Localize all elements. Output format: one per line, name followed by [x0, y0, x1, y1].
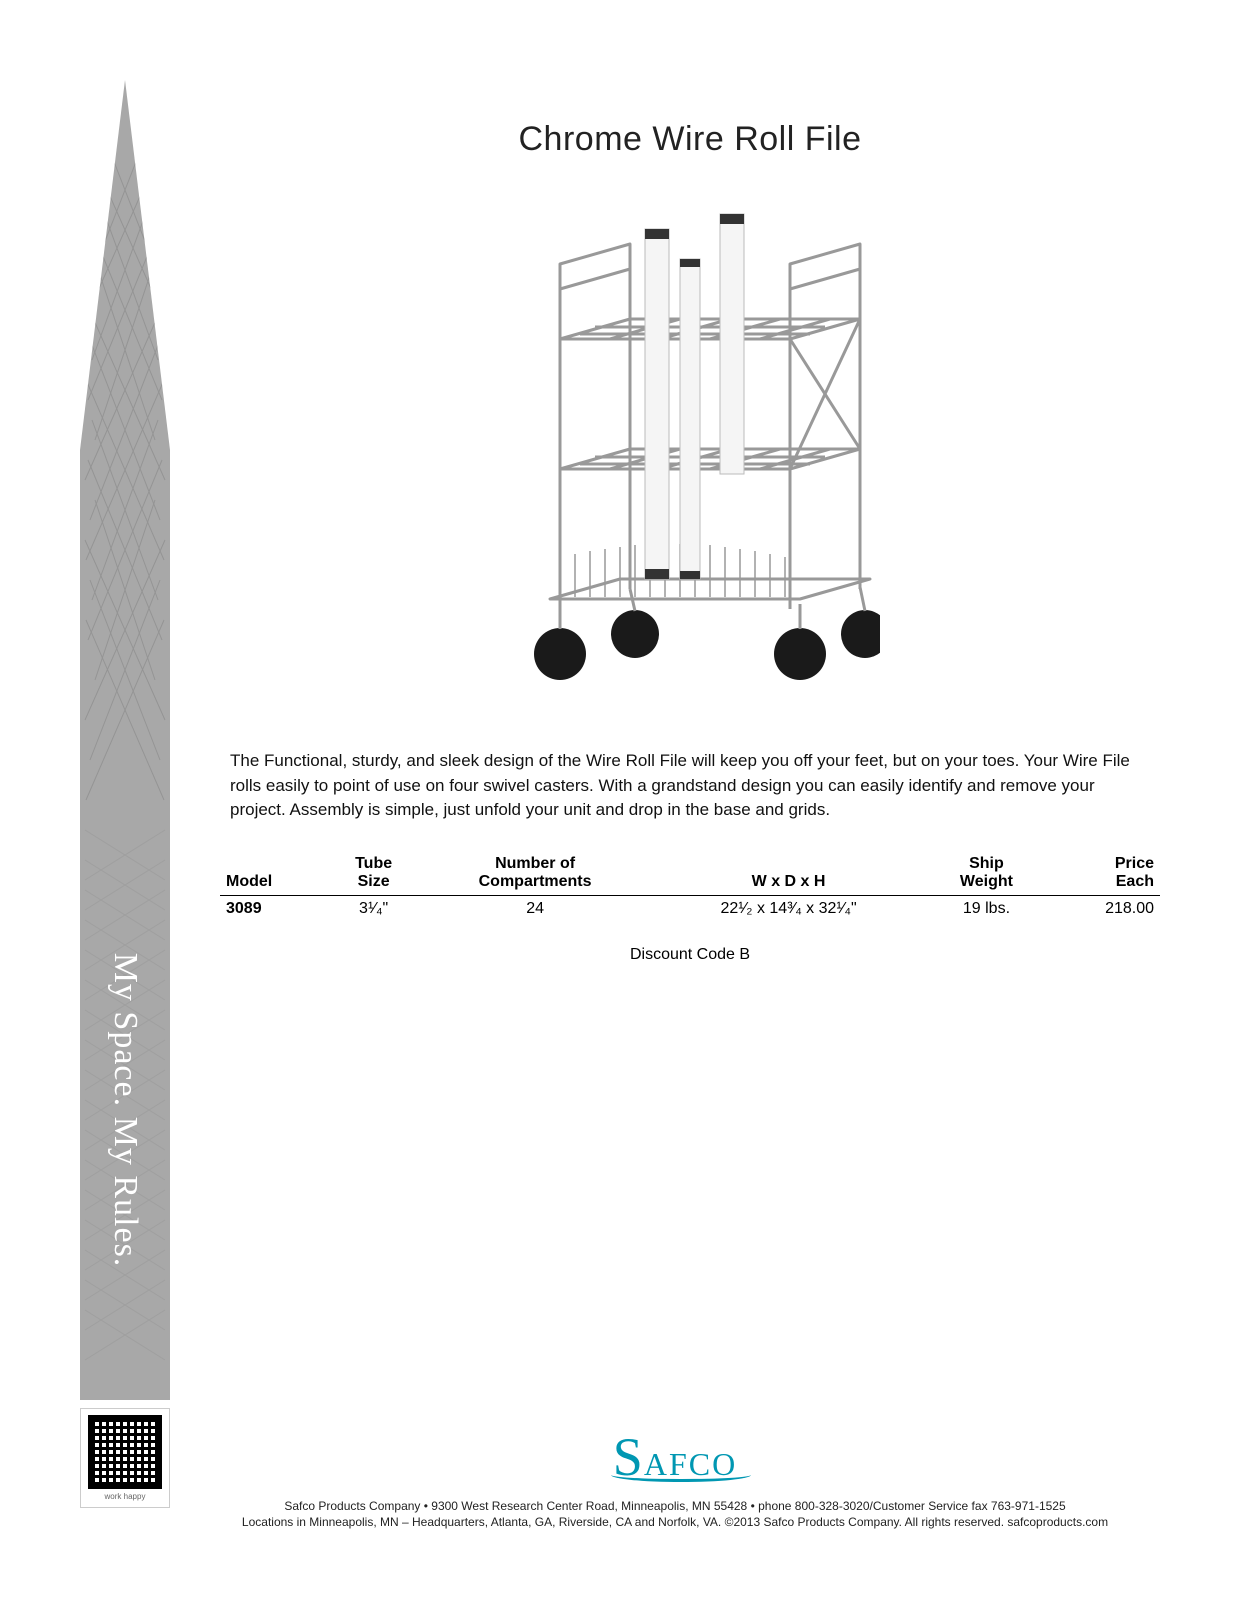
qr-code-icon: [88, 1415, 162, 1489]
logo-swoosh-icon: [611, 1468, 751, 1482]
cell-compartments: 24: [419, 895, 651, 922]
footer: Safco Safco Products Company • 9300 West…: [180, 1426, 1170, 1530]
page-title: Chrome Wire Roll File: [220, 120, 1160, 159]
sidebar-scribble-top: [80, 80, 170, 820]
footer-line-2: Locations in Minneapolis, MN – Headquart…: [180, 1514, 1170, 1530]
sidebar-tagline-block: My Space. My Rules.: [80, 820, 170, 1400]
sidebar-tagline: My Space. My Rules.: [106, 953, 144, 1268]
product-description: The Functional, sturdy, and sleek design…: [230, 749, 1150, 823]
footer-line-1: Safco Products Company • 9300 West Resea…: [180, 1498, 1170, 1514]
table-header-row: Model TubeSize Number ofCompartments W x…: [220, 853, 1160, 896]
cell-ship-weight: 19 lbs.: [926, 895, 1047, 922]
sidebar: My Space. My Rules. work happy: [80, 80, 170, 1520]
discount-code: Discount Code B: [220, 946, 1160, 964]
table-row: 3089 3¹⁄₄" 24 22¹⁄₂ x 14³⁄₄ x 32¹⁄₄" 19 …: [220, 895, 1160, 922]
cell-price: 218.00: [1047, 895, 1160, 922]
cell-model: 3089: [220, 895, 328, 922]
cell-dimensions: 22¹⁄₂ x 14³⁄₄ x 32¹⁄₄": [651, 895, 926, 922]
qr-caption: work happy: [87, 1492, 163, 1501]
qr-block: work happy: [80, 1408, 170, 1508]
product-image: [500, 209, 880, 709]
spec-table: Model TubeSize Number ofCompartments W x…: [220, 853, 1160, 922]
cell-tube-size: 3¹⁄₄": [328, 895, 419, 922]
main-content: Chrome Wire Roll File: [220, 120, 1160, 964]
brand-logo: Safco: [613, 1426, 737, 1488]
